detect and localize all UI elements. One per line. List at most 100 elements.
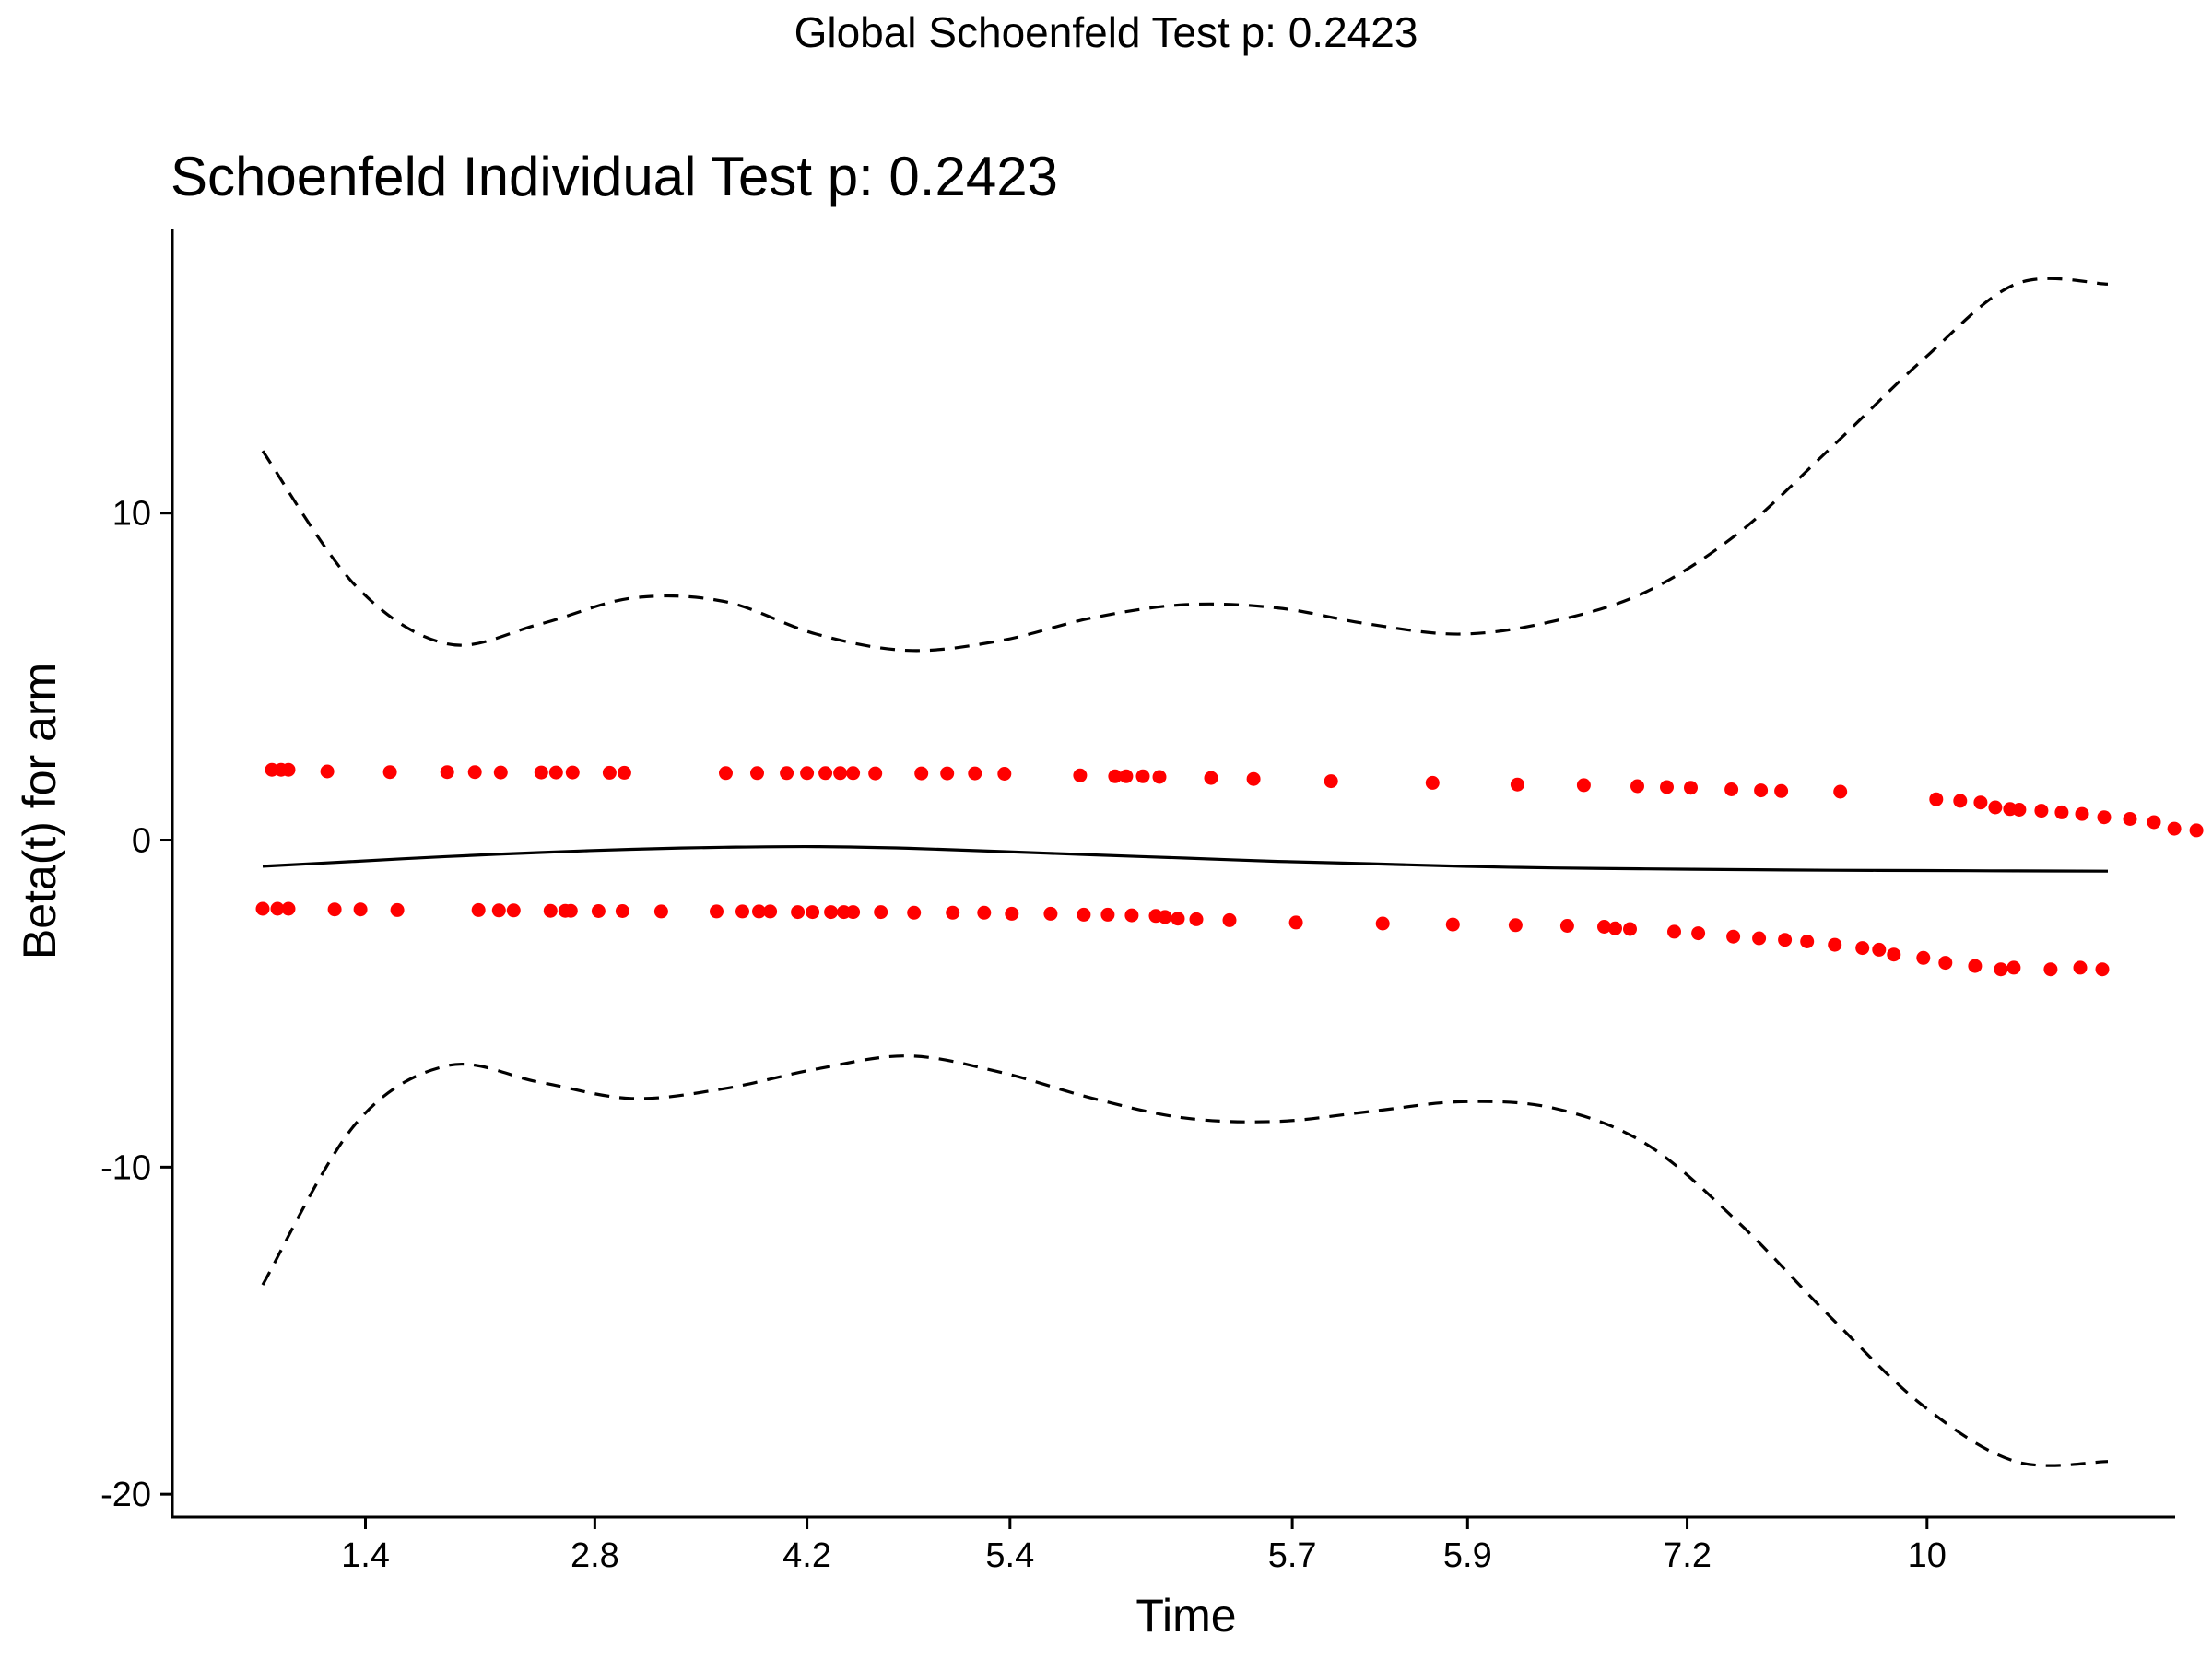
residual-point bbox=[1246, 771, 1261, 786]
ticks-layer: 10 0 -10 -20 1.4 2.8 4.2 5.4 5.7 5.9 7.2 10 bbox=[100, 495, 1947, 1575]
x-tick-label: 2.8 bbox=[571, 1536, 619, 1575]
residual-point bbox=[846, 905, 861, 920]
residual-point bbox=[977, 905, 992, 920]
residual-point bbox=[2167, 821, 2182, 836]
residual-point bbox=[1833, 784, 1848, 799]
points-layer bbox=[255, 762, 2204, 977]
residual-point bbox=[1597, 920, 1611, 934]
residual-point bbox=[1973, 795, 1988, 810]
residual-point bbox=[752, 904, 766, 919]
residual-point bbox=[1994, 962, 2008, 977]
residual-point bbox=[281, 762, 296, 777]
residual-point bbox=[534, 765, 548, 780]
residual-point bbox=[1073, 768, 1088, 782]
residual-point bbox=[824, 905, 839, 920]
residual-point bbox=[1752, 931, 1767, 946]
residual-point bbox=[327, 902, 342, 917]
residual-point bbox=[1222, 912, 1237, 927]
residual-point bbox=[914, 766, 929, 781]
residual-point bbox=[1774, 783, 1789, 798]
residual-point bbox=[320, 764, 335, 779]
residual-point bbox=[2189, 823, 2204, 838]
residual-point bbox=[1929, 792, 1944, 806]
residual-point bbox=[1124, 908, 1139, 923]
residual-point bbox=[506, 903, 521, 918]
x-tick-label: 5.4 bbox=[985, 1536, 1034, 1575]
residual-point bbox=[1152, 770, 1167, 784]
residual-point bbox=[2006, 960, 2021, 975]
residual-point bbox=[2075, 806, 2089, 821]
residual-point bbox=[1189, 912, 1204, 926]
residual-point bbox=[868, 766, 883, 781]
y-axis-title: Beta(t) for arm bbox=[14, 663, 65, 959]
residual-point bbox=[2012, 803, 2027, 817]
residual-point bbox=[997, 767, 1012, 781]
residual-point bbox=[1800, 935, 1815, 948]
residual-point bbox=[471, 902, 486, 917]
y-tick-label: 10 bbox=[112, 495, 151, 534]
residual-point bbox=[2073, 960, 2088, 975]
residual-point bbox=[710, 904, 724, 919]
residual-point bbox=[1119, 769, 1134, 783]
residual-point bbox=[1667, 924, 1681, 939]
residual-point bbox=[390, 902, 405, 917]
residual-point bbox=[1135, 769, 1150, 783]
residual-point bbox=[846, 766, 861, 781]
residual-point bbox=[1872, 942, 1887, 957]
residual-point bbox=[907, 905, 922, 920]
residual-point bbox=[1660, 780, 1674, 794]
residual-point bbox=[1043, 906, 1058, 921]
lines-layer bbox=[261, 276, 2109, 1467]
residual-point bbox=[1425, 775, 1440, 790]
residual-point bbox=[2097, 810, 2112, 825]
residual-point bbox=[1855, 941, 1870, 956]
residual-point bbox=[493, 765, 508, 780]
residual-point bbox=[763, 904, 778, 919]
residual-point bbox=[1204, 771, 1218, 785]
residual-point bbox=[353, 902, 368, 917]
residual-point bbox=[617, 765, 631, 780]
residual-point bbox=[1754, 783, 1769, 798]
residual-point bbox=[1684, 781, 1698, 795]
residual-point bbox=[543, 903, 558, 918]
residual-point bbox=[1968, 959, 1983, 973]
residual-point bbox=[1988, 800, 2003, 815]
residual-point bbox=[1100, 907, 1115, 922]
residual-point bbox=[2095, 962, 2110, 977]
residual-point bbox=[946, 905, 960, 920]
residual-point bbox=[467, 765, 482, 780]
residual-point bbox=[1608, 921, 1622, 935]
residual-point bbox=[750, 766, 764, 781]
residual-point bbox=[1508, 918, 1523, 933]
residual-point bbox=[1953, 794, 1968, 808]
residual-point bbox=[1108, 769, 1123, 783]
x-tick-label: 5.7 bbox=[1268, 1536, 1317, 1575]
residual-point bbox=[940, 766, 955, 781]
residual-point bbox=[563, 903, 578, 918]
residual-point bbox=[382, 765, 397, 780]
residual-point bbox=[565, 765, 580, 780]
lower-ci-line bbox=[261, 1054, 2109, 1467]
residual-point bbox=[491, 903, 506, 918]
x-tick-label: 10 bbox=[1908, 1536, 1947, 1575]
residual-point bbox=[1288, 915, 1303, 930]
residual-point bbox=[1005, 906, 1019, 921]
upper-ci-line bbox=[261, 276, 2109, 653]
residual-point bbox=[255, 901, 270, 916]
residual-point bbox=[2043, 962, 2058, 977]
residual-point bbox=[1691, 926, 1706, 941]
x-tick-label: 4.2 bbox=[782, 1536, 831, 1575]
residual-point bbox=[1171, 912, 1185, 926]
residual-point bbox=[602, 765, 617, 780]
global-test-title: Global Schoenfeld Test p: 0.2423 bbox=[794, 8, 1418, 56]
residual-point bbox=[1623, 922, 1637, 936]
residual-point bbox=[1916, 950, 1931, 965]
residual-point bbox=[281, 901, 296, 916]
residual-point bbox=[1559, 919, 1574, 933]
x-tick-label: 5.9 bbox=[1443, 1536, 1492, 1575]
residual-point bbox=[874, 905, 888, 920]
plot-title: Schoenfeld Individual Test p: 0.2423 bbox=[171, 146, 1058, 207]
residual-point bbox=[1576, 778, 1591, 793]
residual-point bbox=[1630, 779, 1644, 794]
